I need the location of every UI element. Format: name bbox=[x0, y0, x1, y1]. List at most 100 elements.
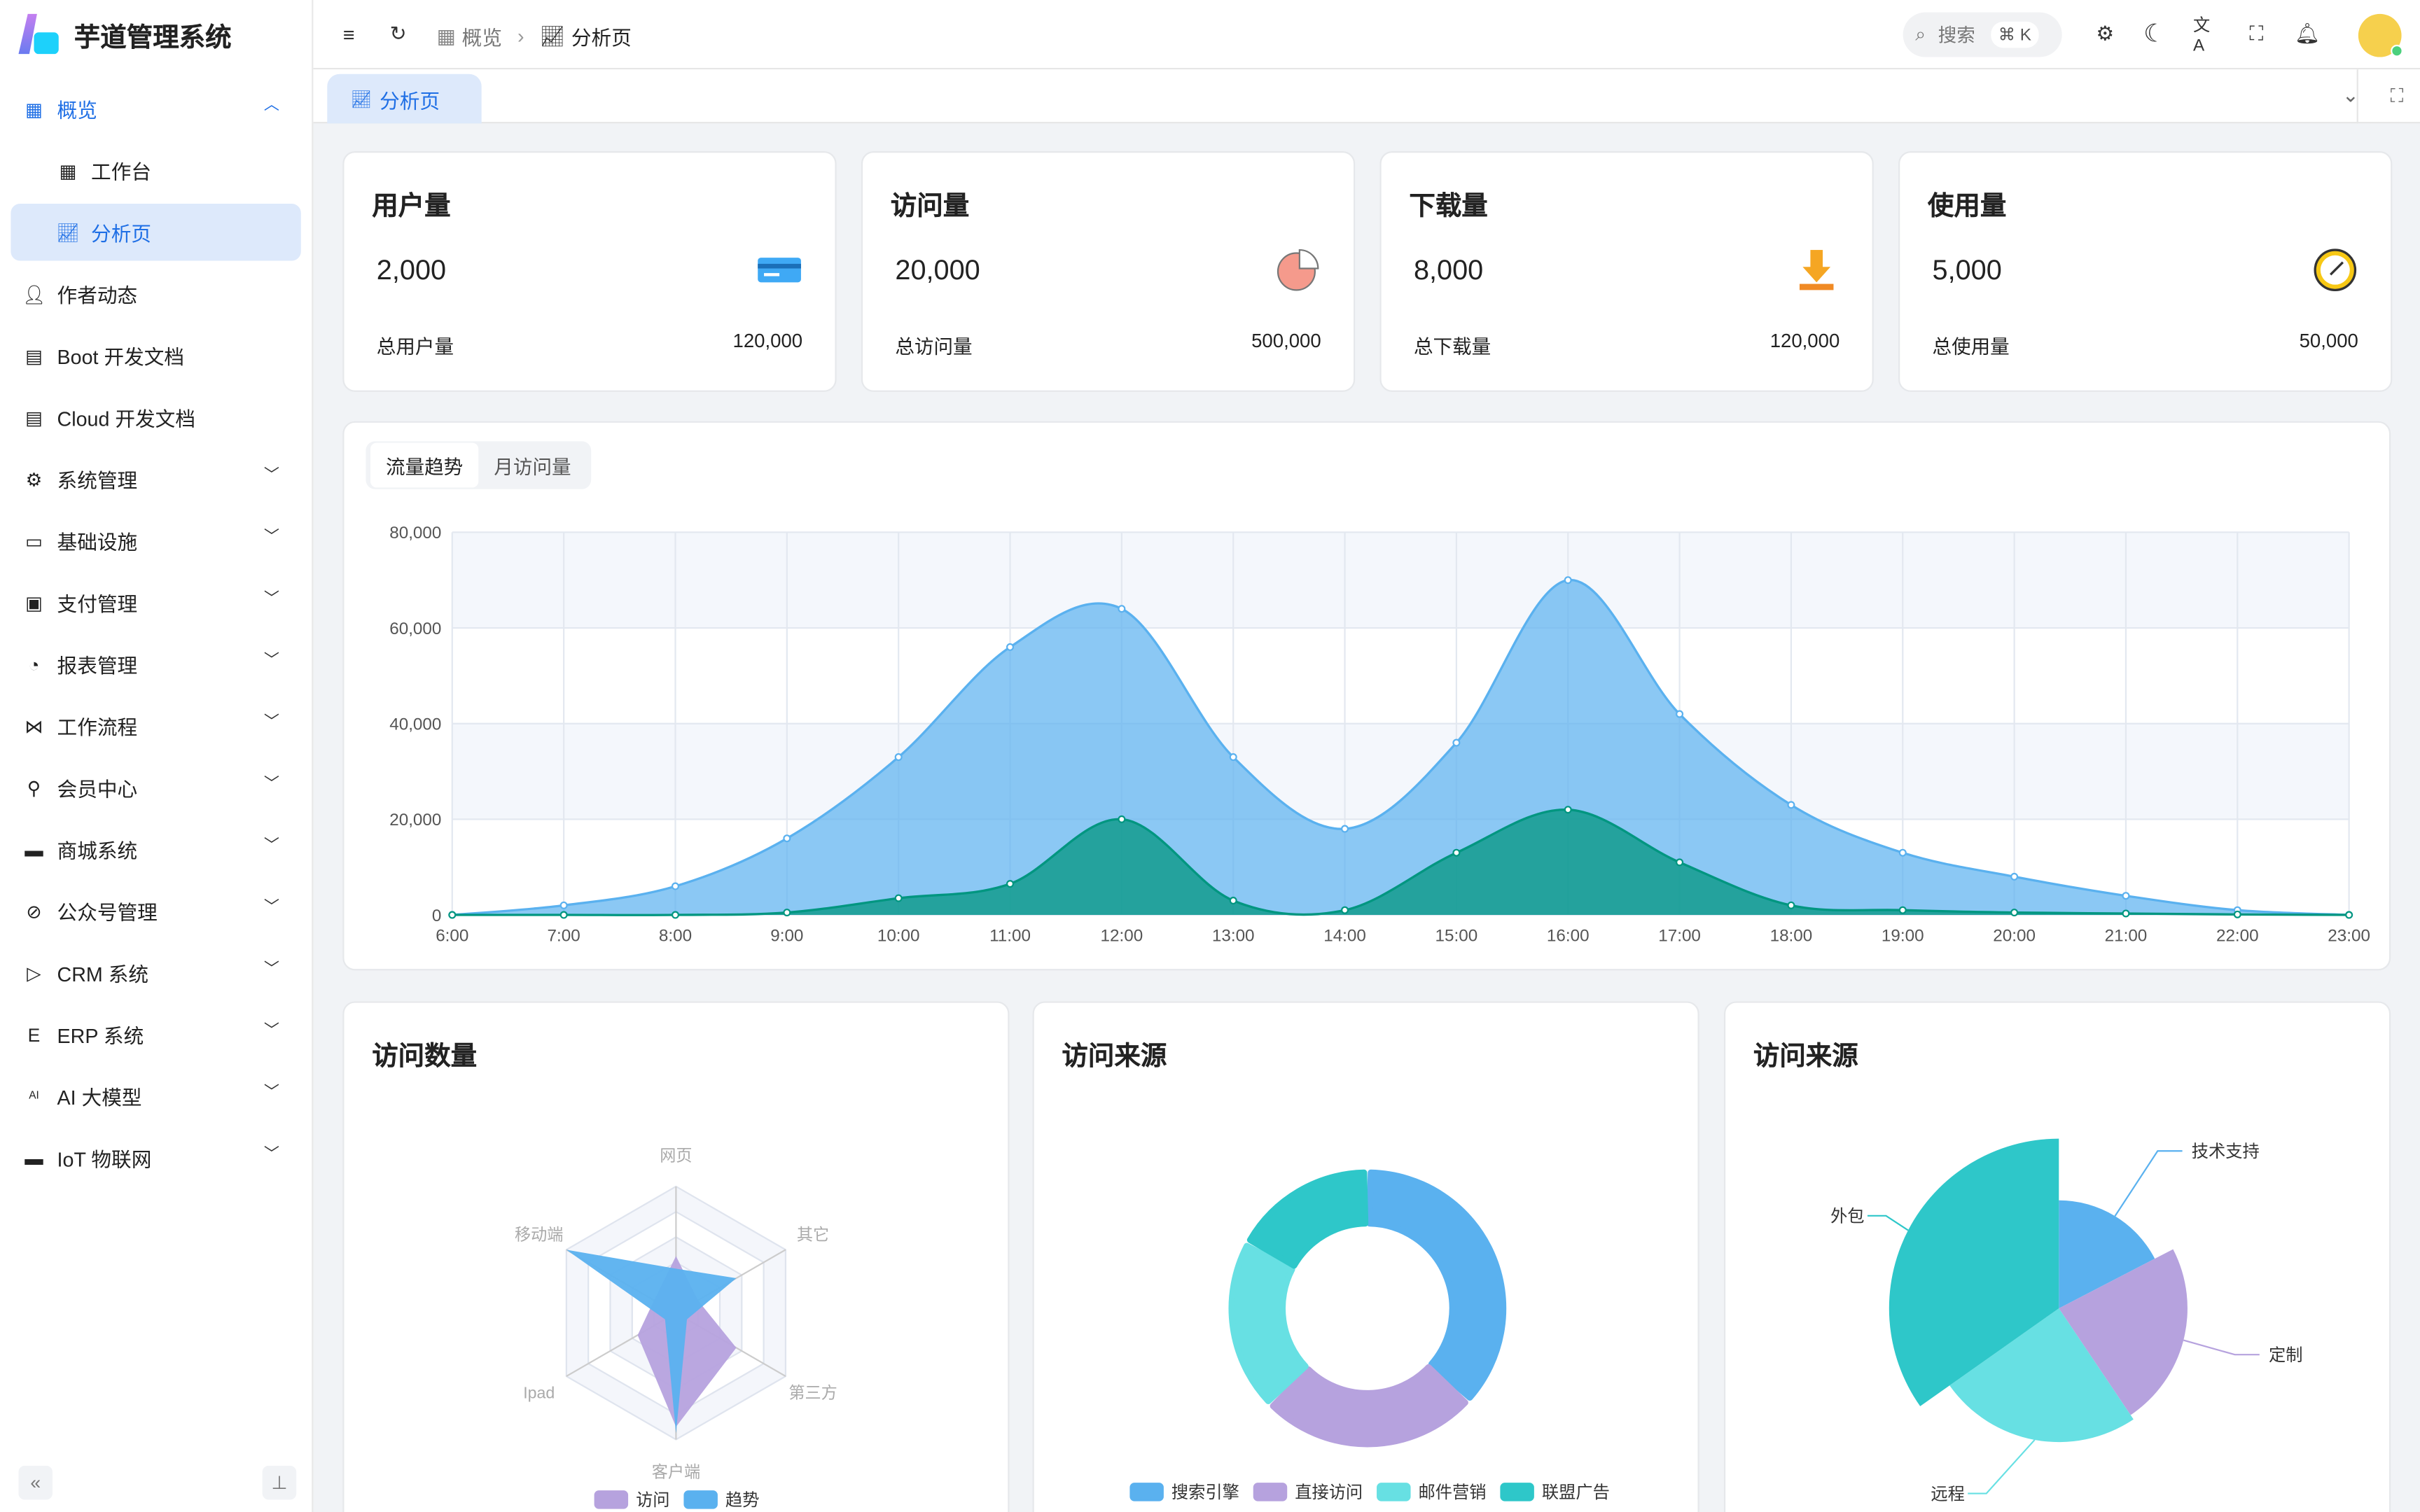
bell-icon[interactable]: 🔔︎ bbox=[2294, 21, 2321, 45]
donut-slice[interactable] bbox=[1270, 1364, 1468, 1448]
data-point[interactable] bbox=[894, 753, 903, 762]
data-point[interactable] bbox=[783, 834, 791, 843]
data-point[interactable] bbox=[1118, 605, 1126, 613]
sidebar-item[interactable]: ▬ 商城系统 ﹀ bbox=[11, 821, 300, 878]
data-point[interactable] bbox=[671, 911, 679, 919]
sidebar-item-label: 工作台 bbox=[91, 160, 152, 184]
sidebar-item[interactable]: ⊘ 公众号管理 ﹀ bbox=[11, 883, 300, 940]
rose-slice[interactable] bbox=[2059, 1249, 2188, 1415]
bike-icon: ⚲ bbox=[27, 776, 41, 799]
sidebar-item[interactable]: AI AI 大模型 ﹀ bbox=[11, 1068, 300, 1125]
sidebar-item[interactable]: 📈︎ 分析页 bbox=[11, 203, 301, 261]
legend-label[interactable]: 趋势 bbox=[725, 1491, 759, 1510]
data-point[interactable] bbox=[1118, 815, 1126, 823]
data-point[interactable] bbox=[1452, 848, 1461, 857]
legend-swatch[interactable] bbox=[594, 1490, 629, 1509]
legend-label[interactable]: 访问 bbox=[636, 1491, 669, 1510]
legend-label[interactable]: 联盟广告 bbox=[1542, 1483, 1610, 1502]
data-point[interactable] bbox=[2345, 911, 2353, 919]
data-point[interactable] bbox=[559, 911, 568, 919]
data-point[interactable] bbox=[1676, 710, 1684, 718]
area-chart: 0 20,000 40,000 60,000 80,000 6:00 7:00 8:00 9:0… bbox=[389, 524, 2370, 945]
stat-card: 使用量 5,000 总使用量 50,000 bbox=[1898, 151, 2393, 392]
search-button[interactable]: ⌕ 搜索 ⌘ K bbox=[1903, 12, 2062, 57]
rose-slice[interactable] bbox=[2059, 1200, 2155, 1309]
logo[interactable]: 芋道管理系统 bbox=[15, 10, 232, 57]
sidebar-item[interactable]: ▬ IoT 物联网 ﹀ bbox=[11, 1129, 300, 1186]
data-point[interactable] bbox=[1676, 858, 1684, 867]
donut-chart: 搜索引擎 直接访问 邮件营销 联盟广告 bbox=[1129, 1169, 1610, 1502]
avatar[interactable] bbox=[2358, 13, 2403, 57]
rose-slice[interactable] bbox=[1889, 1138, 2059, 1406]
sidebar-item-label: 概览 bbox=[57, 99, 97, 122]
sidebar-item[interactable]: ▦ 工作台 bbox=[11, 142, 300, 200]
sidebar-item[interactable]: ▷ CRM 系统 ﹀ bbox=[11, 944, 300, 1002]
data-point[interactable] bbox=[1564, 806, 1572, 814]
data-point[interactable] bbox=[2122, 909, 2130, 918]
legend-swatch[interactable] bbox=[1129, 1483, 1164, 1502]
gear-icon[interactable]: ⚙ bbox=[2096, 21, 2115, 45]
data-point[interactable] bbox=[1341, 906, 1349, 914]
data-point[interactable] bbox=[1898, 906, 1907, 914]
legend-label[interactable]: 直接访问 bbox=[1295, 1483, 1363, 1502]
data-point[interactable] bbox=[2010, 872, 2019, 881]
sidebar-item[interactable]: ▭ 基础设施 ﹀ bbox=[11, 512, 300, 570]
sidebar-item[interactable]: 👤︎ 作者动态 bbox=[11, 265, 300, 323]
legend-swatch[interactable] bbox=[1377, 1483, 1411, 1502]
data-point[interactable] bbox=[1452, 738, 1461, 747]
data-point[interactable] bbox=[1787, 801, 1795, 809]
sidebar-item[interactable]: E ERP 系统 ﹀ bbox=[11, 1006, 300, 1063]
data-point[interactable] bbox=[2010, 909, 2019, 917]
donut-slice[interactable] bbox=[1366, 1169, 1507, 1401]
data-point[interactable] bbox=[448, 911, 457, 919]
data-point[interactable] bbox=[1006, 643, 1015, 651]
legend-label[interactable]: 搜索引擎 bbox=[1171, 1483, 1239, 1502]
tab-monthly-visits[interactable]: 月访问量 bbox=[494, 456, 571, 479]
legend-swatch[interactable] bbox=[683, 1490, 718, 1509]
breadcrumb-item[interactable]: 概览 bbox=[461, 26, 503, 50]
data-point[interactable] bbox=[1787, 901, 1795, 909]
data-point[interactable] bbox=[894, 894, 903, 902]
data-point[interactable] bbox=[1564, 576, 1572, 584]
data-point[interactable] bbox=[1229, 897, 1237, 905]
legend-swatch[interactable] bbox=[1500, 1483, 1534, 1502]
data-point[interactable] bbox=[1006, 880, 1015, 888]
stat-total-label: 总用户量 bbox=[376, 336, 454, 358]
donut-slice[interactable] bbox=[1228, 1242, 1309, 1405]
pin-icon[interactable]: ⊥ bbox=[262, 1465, 297, 1500]
tab-traffic-trend[interactable]: 流量趋势 bbox=[370, 442, 479, 488]
tab-analysis[interactable]: 📈︎ 分析页 bbox=[327, 74, 482, 124]
sidebar-item[interactable]: ▤ Boot 开发文档 bbox=[11, 327, 300, 384]
data-point[interactable] bbox=[2122, 892, 2130, 900]
refresh-icon[interactable]: ↻ bbox=[389, 21, 407, 45]
monitor-icon: ▭ bbox=[25, 530, 43, 552]
sidebar-item[interactable]: ▤ Cloud 开发文档 bbox=[11, 388, 300, 446]
grid-icon: ▦ bbox=[25, 97, 43, 120]
fullscreen-icon[interactable]: ⛶ bbox=[2249, 21, 2264, 45]
sidebar-item[interactable]: ⚲ 会员中心 ﹀ bbox=[11, 759, 300, 816]
legend-swatch[interactable] bbox=[1253, 1483, 1288, 1502]
sidebar-item[interactable]: ⋈ 工作流程 ﹀ bbox=[11, 697, 300, 755]
translate-icon[interactable]: 文A bbox=[2193, 17, 2211, 56]
chevron-down-icon[interactable]: ⌄ bbox=[2342, 83, 2359, 107]
maximize-icon[interactable]: ⛶ bbox=[2390, 84, 2404, 106]
data-point[interactable] bbox=[783, 909, 791, 917]
sidebar-item[interactable]: ▣ 支付管理 ﹀ bbox=[11, 574, 300, 631]
data-point[interactable] bbox=[1229, 753, 1237, 762]
rose-slice[interactable] bbox=[1949, 1308, 2134, 1443]
data-point[interactable] bbox=[671, 882, 679, 890]
radar-series[interactable] bbox=[566, 1250, 737, 1434]
sidebar-item[interactable]: ⚙ 系统管理 ﹀ bbox=[11, 451, 300, 508]
data-point[interactable] bbox=[1341, 825, 1349, 833]
data-point[interactable] bbox=[559, 901, 568, 909]
stat-card: 访问量 20,000 总访问量 500,000 bbox=[861, 151, 1356, 392]
sidebar-item[interactable]: ▦ 概览 ︿ bbox=[11, 80, 300, 138]
menu-toggle-icon[interactable]: ≡ bbox=[342, 22, 355, 46]
sidebar-item[interactable]: ◔ 报表管理 ﹀ bbox=[11, 636, 300, 693]
collapse-sidebar-button[interactable]: « bbox=[18, 1465, 53, 1500]
data-point[interactable] bbox=[2233, 910, 2241, 918]
donut-slice[interactable] bbox=[1246, 1169, 1369, 1269]
moon-icon[interactable]: ☾ bbox=[2143, 21, 2166, 48]
legend-label[interactable]: 邮件营销 bbox=[1419, 1483, 1487, 1502]
data-point[interactable] bbox=[1898, 848, 1907, 857]
